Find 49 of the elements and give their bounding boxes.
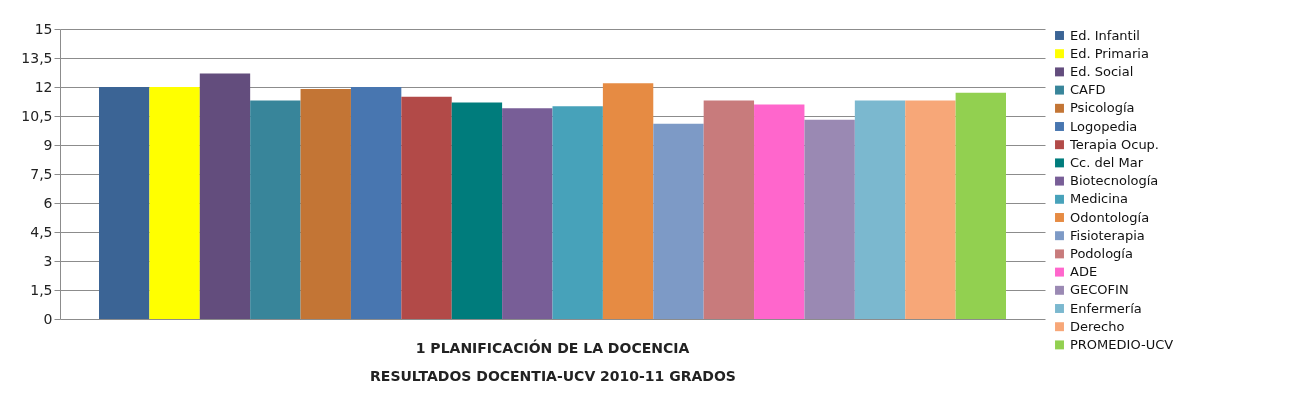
legend-label: Logopedia xyxy=(1070,118,1138,134)
bar xyxy=(854,100,906,319)
legend-label: ADE xyxy=(1070,264,1098,280)
y-tick-label: 15 xyxy=(34,20,53,37)
bar xyxy=(552,106,603,319)
legend-label: Cc. del Mar xyxy=(1070,154,1144,170)
y-tick-label: 3 xyxy=(43,252,53,269)
y-tick-label: 4,5 xyxy=(30,223,53,240)
bar xyxy=(905,100,956,319)
bar xyxy=(350,87,402,319)
y-tick-label: 0 xyxy=(43,310,53,327)
legend-label: Ed. Infantil xyxy=(1070,27,1140,43)
y-tick-label: 9 xyxy=(43,136,53,153)
legend-label: Derecho xyxy=(1070,318,1125,334)
y-tick-label: 1,5 xyxy=(30,281,53,298)
bar xyxy=(502,108,553,319)
legend-label: Medicina xyxy=(1070,191,1129,207)
bar xyxy=(703,100,755,319)
bar xyxy=(401,96,452,319)
bar xyxy=(955,92,1006,319)
bar xyxy=(99,87,150,319)
y-tick-label: 12 xyxy=(34,78,53,95)
legend-label: Ed. Social xyxy=(1070,63,1134,79)
bar xyxy=(300,88,351,319)
bar xyxy=(451,102,503,319)
legend-label: GECOFIN xyxy=(1070,282,1129,298)
y-tick-label: 10,5 xyxy=(21,107,53,124)
bar xyxy=(602,83,654,319)
legend-label: Fisioterapia xyxy=(1070,227,1145,243)
y-tick-label: 6 xyxy=(43,194,53,211)
bar xyxy=(250,100,301,319)
legend-label: CAFD xyxy=(1070,82,1106,98)
bar xyxy=(653,123,704,319)
legend-label: Ed. Primaria xyxy=(1070,45,1149,61)
y-tick-label: 13,5 xyxy=(21,49,53,66)
bar xyxy=(149,87,200,319)
bar xyxy=(199,73,251,319)
legend-label: PROMEDIO-UCV xyxy=(1070,336,1174,352)
legend-label: Enfermería xyxy=(1070,300,1142,316)
x-tick-label: 1 PLANIFICACIÓN DE LA DOCENCIA xyxy=(415,338,690,356)
legend-label: Psicología xyxy=(1070,100,1135,116)
x-axis-title: RESULTADOS DOCENTIA-UCV 2010-11 GRADOS xyxy=(370,367,736,384)
y-tick-label: 7,5 xyxy=(30,165,53,182)
legend-label: Terapia Ocup. xyxy=(1069,136,1160,152)
legend-label: Podología xyxy=(1070,245,1133,261)
bar xyxy=(804,119,855,319)
legend-label: Odontología xyxy=(1070,209,1150,225)
bar xyxy=(754,104,805,319)
legend-label: Biotecnología xyxy=(1070,173,1159,189)
